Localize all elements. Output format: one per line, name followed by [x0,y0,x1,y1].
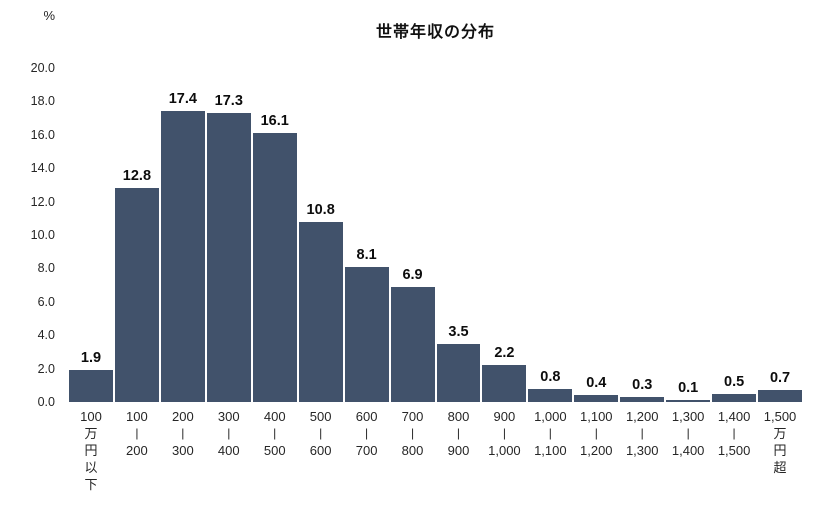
bar [482,365,527,402]
bar-slot: 0.7 [757,68,803,402]
x-category-label: 1,200 | 1,300 [625,409,659,458]
bar-value-label: 3.5 [448,323,469,340]
y-axis-tick-labels: 20.0 18.0 16.0 14.0 12.0 10.0 8.0 6.0 4.0 2.0 0.0 [0,60,55,410]
x-category-label: 600 | 700 [355,409,378,458]
bar-slot: 0.3 [619,68,665,402]
bar-slot: 17.4 [160,68,206,402]
x-category-label: 700 | 800 [401,409,424,458]
bar [666,400,711,402]
y-tick-label: 0.0 [37,394,55,409]
y-tick-label: 4.0 [37,328,55,343]
y-tick-label: 20.0 [30,61,55,75]
x-category-label: 200 | 300 [171,409,194,458]
y-tick-label: 2.0 [37,361,55,376]
bar-slot: 17.3 [206,68,252,402]
bar-value-label: 12.8 [122,168,152,185]
bar-slot: 0.1 [665,68,711,402]
x-category-label: 800 | 900 [447,409,470,458]
y-tick-label: 14.0 [30,161,55,176]
bar [298,221,343,402]
bar-value-label: 1.9 [80,350,102,367]
x-category-label: 1,300 | 1,400 [671,409,705,458]
bar [712,393,757,402]
bar-value-label: 0.8 [540,368,561,385]
x-category-label: 1,100 | 1,200 [580,409,613,458]
bar [436,343,481,402]
bar [206,113,251,402]
bar [114,188,159,402]
bar [344,266,389,402]
bar-value-label: 0.3 [632,377,653,393]
x-category-label: 100 | 200 [126,409,148,458]
x-category-label: 300 | 400 [217,409,240,458]
bar-value-label: 0.1 [678,380,699,397]
chart-title: 世帯年収の分布 [375,24,495,41]
bar-slot: 1.9 [68,68,114,402]
y-tick-label: 18.0 [30,94,55,109]
y-tick-label: 6.0 [37,294,55,309]
bar-value-label: 0.5 [724,373,745,390]
x-category-label: 900 | 1,000 [488,409,521,458]
bar-value-label: 17.3 [214,93,243,110]
bar-value-label: 2.2 [494,345,515,362]
x-axis-category-labels: 100 万円以下 100 | 200 200 | 300 300 | 400 400 | 500 500 | 6… [68,408,803,493]
x-category-label: 1,400 | 1,500 [717,409,751,458]
bar-slot: 2.2 [481,68,527,402]
bar-slot: 3.5 [436,68,482,402]
bar [758,390,802,402]
bar-value-label: 0.7 [769,370,791,387]
bar-value-label: 8.1 [356,246,377,263]
bar-slot: 10.8 [298,68,344,402]
bar-slot: 16.1 [252,68,298,402]
plot-area: 1.9 12.8 17.4 17.3 16.1 10.8 8.1 6.9 3.5 2.2 0.8 0.… [68,68,803,402]
y-axis-unit-label: % [43,8,55,23]
bar-value-label: 10.8 [306,201,335,218]
bar [620,397,665,402]
bar-value-label: 0.4 [586,375,607,392]
bar-slot: 0.5 [711,68,757,402]
bar-slot: 0.8 [527,68,573,402]
y-tick-label: 10.0 [30,227,55,242]
bar-slot: 8.1 [344,68,390,402]
bar-slot: 0.4 [573,68,619,402]
x-category-label: 400 | 500 [263,409,286,458]
y-tick-label: 12.0 [30,194,55,209]
x-category-label: 500 | 600 [309,409,332,458]
bar [528,388,573,402]
bar-value-label: 17.4 [168,91,197,108]
y-tick-label: 8.0 [37,261,55,276]
bar [160,111,205,402]
y-tick-label: 16.0 [30,127,55,142]
bar [574,395,619,402]
bar [252,133,297,402]
x-category-label: 1,000 | 1,100 [534,409,567,458]
bar-slot: 6.9 [390,68,436,402]
bar-value-label: 16.1 [260,113,289,130]
bar [390,286,435,402]
bar [69,370,113,402]
x-category-label: 1,500 万円超 [763,409,797,475]
bar-value-label: 6.9 [402,266,423,283]
x-category-label: 100 万円以下 [80,409,102,492]
bar-slot: 12.8 [114,68,160,402]
